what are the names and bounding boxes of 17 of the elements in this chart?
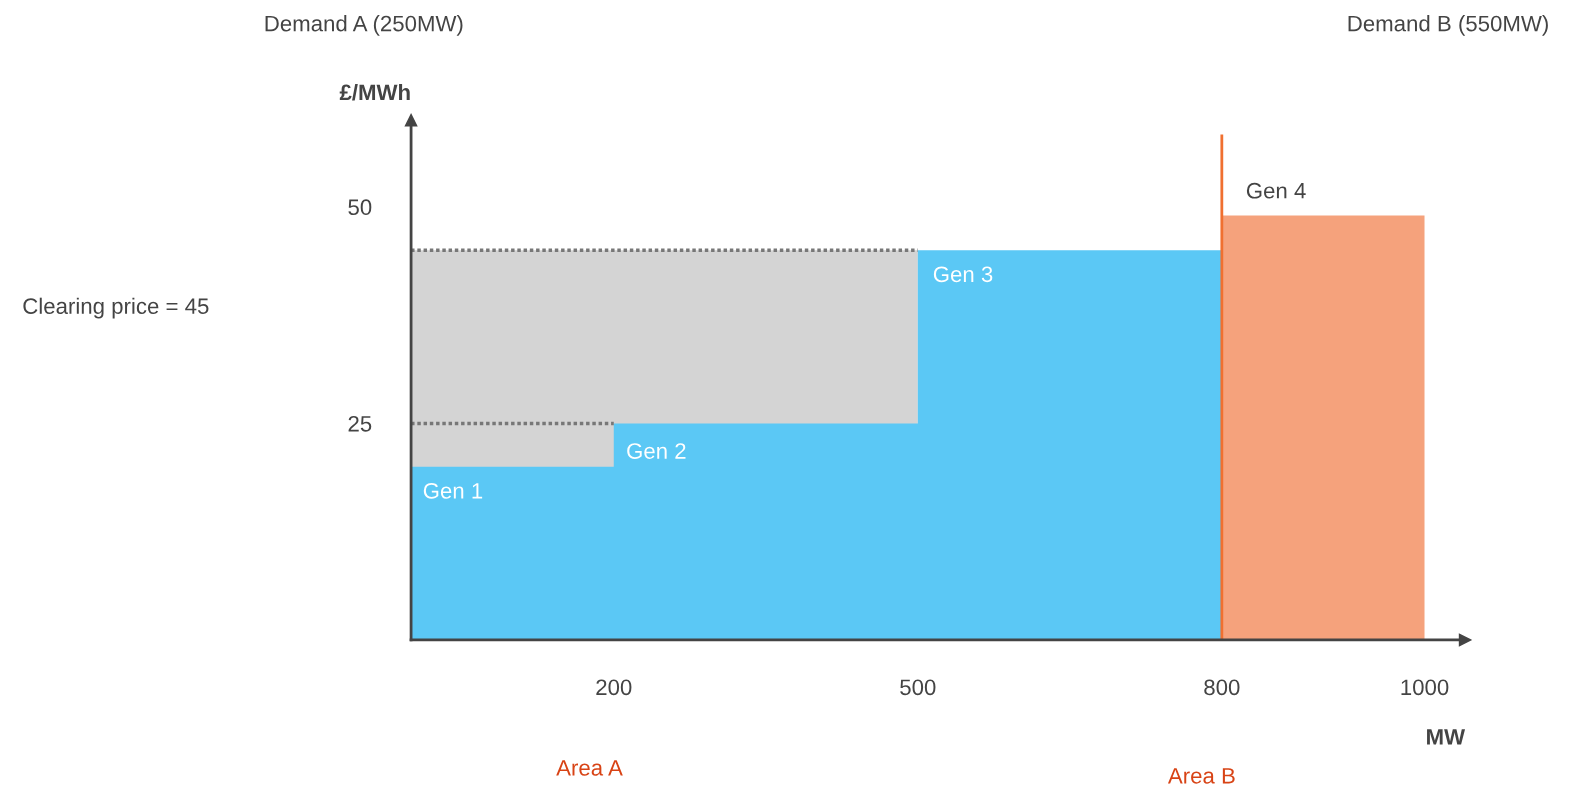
y-tick-label: 50 xyxy=(348,199,372,216)
x-tick-label: 800 xyxy=(1204,679,1240,696)
text: Area A xyxy=(556,760,623,776)
y-tick-label: 25 xyxy=(348,415,372,432)
x-tick-label: 200 xyxy=(596,679,632,696)
y-axis-title: £/MWh xyxy=(339,83,410,101)
text: Demand B (550MW) xyxy=(1348,15,1548,36)
annotation: Gen 2 xyxy=(627,443,686,459)
text: Demand A (250MW) xyxy=(265,15,463,36)
x-tick-label: 1000 xyxy=(1401,679,1449,696)
text: Clearing price = 45 xyxy=(23,297,209,319)
text: Area B xyxy=(1167,768,1235,784)
annotation: Gen 1 xyxy=(423,482,483,499)
annotation: Gen 3 xyxy=(933,266,993,283)
annotation: Gen 4 xyxy=(1246,182,1306,199)
x-axis-title: MW xyxy=(1427,729,1466,745)
x-tick-label: 500 xyxy=(900,679,936,696)
